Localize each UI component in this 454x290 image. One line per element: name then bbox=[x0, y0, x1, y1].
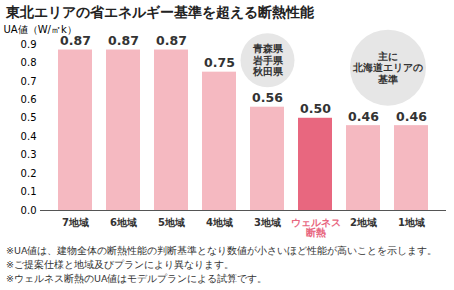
svg-text:0.8: 0.8 bbox=[21, 57, 37, 68]
html-text:※ご提案仕様と地域及びプランにより異なります。: ※ご提案仕様と地域及びプランにより異なります。 bbox=[6, 259, 234, 270]
svg-text:0.87: 0.87 bbox=[108, 33, 139, 48]
html-text:※UA値は、建物全体の断熱性能の判断基準となり数値が小さいほ: ※UA値は、建物全体の断熱性能の判断基準となり数値が小さいほど性能が高いことを示… bbox=[6, 245, 438, 256]
svg-text:0.46: 0.46 bbox=[348, 109, 379, 124]
svg-text:0.46: 0.46 bbox=[396, 109, 427, 124]
svg-text:0.4: 0.4 bbox=[21, 131, 37, 142]
svg-text:4地域: 4地域 bbox=[206, 217, 233, 228]
svg-text:UA値（W/㎡k）: UA値（W/㎡k） bbox=[4, 24, 77, 35]
svg-text:青森県岩手県秋田県: 青森県岩手県秋田県 bbox=[252, 43, 284, 77]
svg-text:0.87: 0.87 bbox=[60, 33, 91, 48]
svg-text:1地域: 1地域 bbox=[398, 217, 425, 228]
svg-text:3地域: 3地域 bbox=[254, 217, 281, 228]
svg-text:0.56: 0.56 bbox=[252, 90, 283, 105]
svg-text:0.87: 0.87 bbox=[156, 33, 187, 48]
svg-text:2地域: 2地域 bbox=[350, 217, 377, 228]
svg-text:0.3: 0.3 bbox=[21, 149, 37, 160]
svg-text:0.50: 0.50 bbox=[300, 101, 331, 116]
svg-text:主に北海道エリアの基準: 主に北海道エリアの基準 bbox=[352, 51, 423, 85]
svg-text:ウェルネス断熱: ウェルネス断熱 bbox=[291, 217, 341, 238]
svg-text:6地域: 6地域 bbox=[110, 217, 137, 228]
svg-text:0.0: 0.0 bbox=[21, 205, 37, 216]
svg-text:0.6: 0.6 bbox=[21, 94, 37, 105]
svg-text:0.75: 0.75 bbox=[204, 55, 235, 70]
svg-text:0.1: 0.1 bbox=[21, 186, 37, 197]
html-text:※ウェルネス断熱のUA値はモデルプランによる試算です。: ※ウェルネス断熱のUA値はモデルプランによる試算です。 bbox=[6, 273, 268, 284]
svg-text:0.5: 0.5 bbox=[21, 112, 37, 123]
html-text:東北エリアの省エネルギー基準を超える断熱性能: 東北エリアの省エネルギー基準を超える断熱性能 bbox=[6, 4, 314, 20]
svg-text:5地域: 5地域 bbox=[158, 217, 185, 228]
svg-text:0.2: 0.2 bbox=[21, 168, 37, 179]
svg-text:7地域: 7地域 bbox=[62, 217, 89, 228]
svg-text:0.7: 0.7 bbox=[21, 76, 37, 87]
svg-text:0.9: 0.9 bbox=[21, 39, 37, 50]
